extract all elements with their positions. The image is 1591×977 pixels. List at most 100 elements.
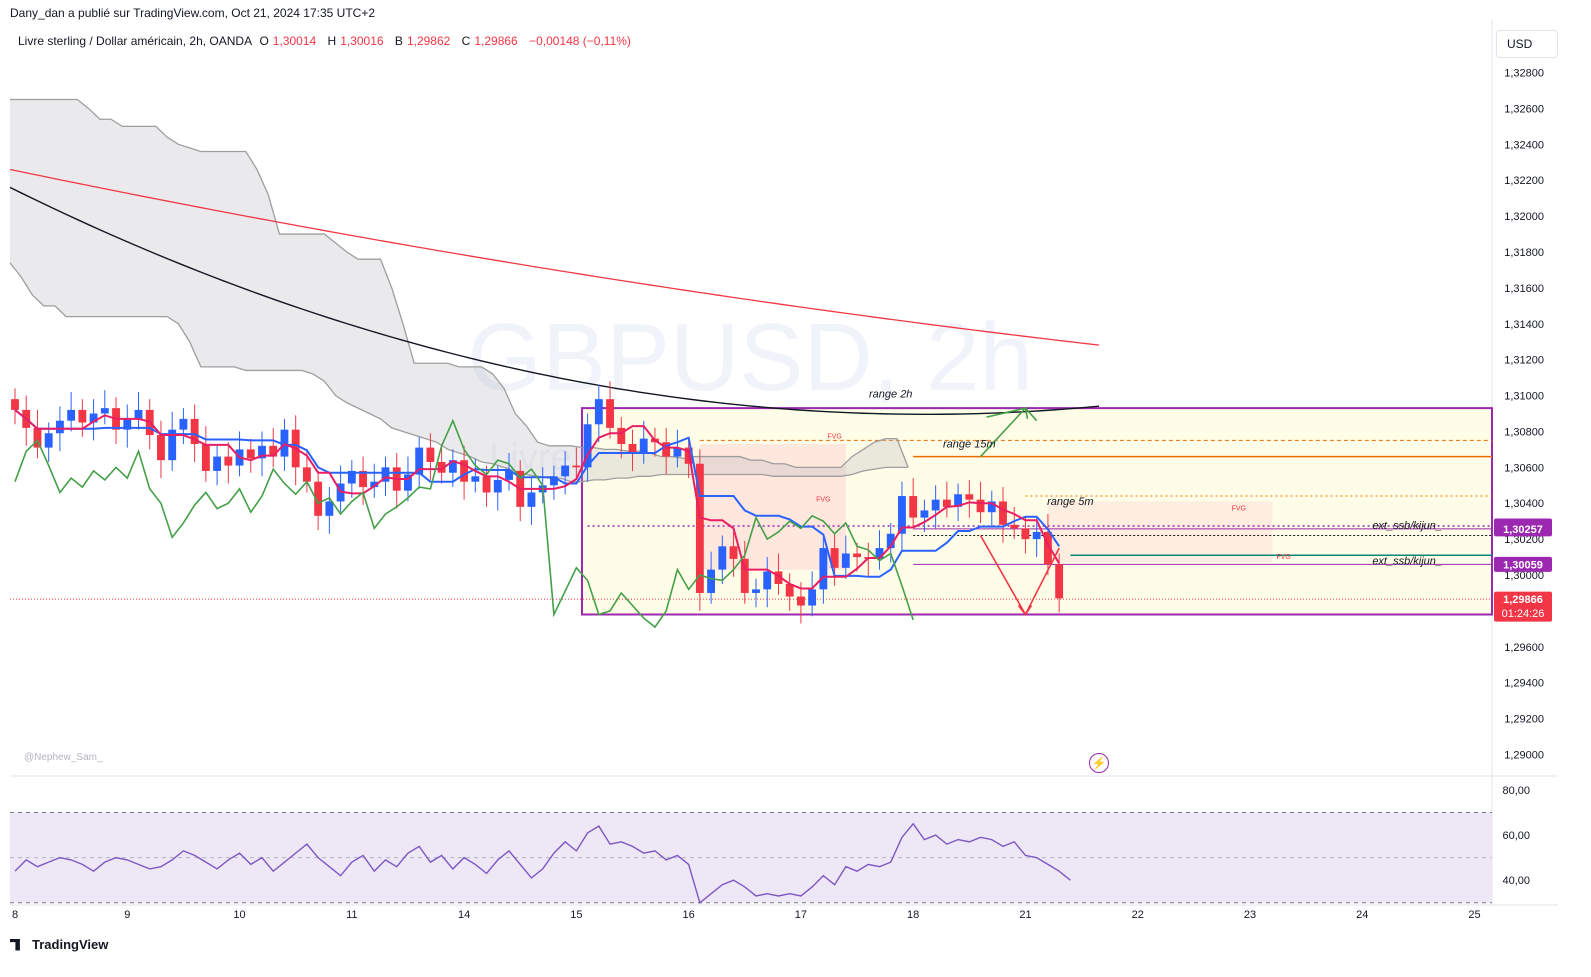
candle-body[interactable] xyxy=(505,470,513,480)
rsi-line xyxy=(14,822,1071,904)
lightning-icon[interactable]: ⚡ xyxy=(1089,753,1109,773)
candle-body[interactable] xyxy=(987,501,996,513)
candle-body[interactable] xyxy=(44,433,53,448)
candle-body[interactable] xyxy=(931,499,940,511)
candle-body[interactable] xyxy=(460,460,469,482)
candle-body[interactable] xyxy=(415,447,424,475)
candle-body[interactable] xyxy=(606,399,614,428)
time-tick-label: 16 xyxy=(683,909,695,921)
candle-body[interactable] xyxy=(370,481,379,488)
candle-body[interactable] xyxy=(1055,564,1064,599)
candle-body[interactable] xyxy=(830,548,839,568)
candle-body[interactable] xyxy=(909,496,918,518)
candle-body[interactable] xyxy=(258,445,266,459)
candle-body[interactable] xyxy=(314,481,323,516)
candle-body[interactable] xyxy=(819,548,828,590)
candle-body[interactable] xyxy=(123,418,132,430)
candle-body[interactable] xyxy=(347,470,356,484)
candle-body[interactable] xyxy=(168,429,177,461)
sma-black-line xyxy=(9,186,1100,416)
candle-body[interactable] xyxy=(381,467,390,482)
candle-body[interactable] xyxy=(224,456,233,466)
candle-body[interactable] xyxy=(11,399,19,410)
candle-body[interactable] xyxy=(572,465,581,468)
candle-body[interactable] xyxy=(639,438,648,453)
candle-body[interactable] xyxy=(796,596,805,606)
candle-body[interactable] xyxy=(718,546,727,570)
candle-body[interactable] xyxy=(190,418,199,445)
candle-body[interactable] xyxy=(448,460,457,473)
candle-body[interactable] xyxy=(134,409,143,419)
candle-body[interactable] xyxy=(549,476,558,486)
candle-body[interactable] xyxy=(841,553,850,568)
candle-body[interactable] xyxy=(246,449,255,459)
time-tick-label: 25 xyxy=(1468,909,1480,921)
candle-body[interactable] xyxy=(157,435,165,461)
candle-body[interactable] xyxy=(628,444,637,453)
candle-body[interactable] xyxy=(886,533,895,549)
candle-body[interactable] xyxy=(853,553,861,558)
candle-body[interactable] xyxy=(269,445,278,457)
drawing-label: range 15m xyxy=(943,439,996,451)
candle-body[interactable] xyxy=(662,442,671,457)
candle-body[interactable] xyxy=(482,476,491,493)
candle-body[interactable] xyxy=(763,571,772,590)
candle-body[interactable] xyxy=(752,589,760,593)
candle-body[interactable] xyxy=(55,420,64,434)
candle-body[interactable] xyxy=(774,571,783,584)
candle-body[interactable] xyxy=(78,409,87,423)
currency-button[interactable]: USD xyxy=(1496,30,1558,58)
candle-body[interactable] xyxy=(999,501,1007,525)
candle-body[interactable] xyxy=(1043,531,1052,565)
candle-body[interactable] xyxy=(942,499,951,507)
time-tick-label: 15 xyxy=(570,909,582,921)
pair-name[interactable]: Livre sterling / Dollar américain, 2h, O… xyxy=(18,34,253,48)
candle-body[interactable] xyxy=(617,427,626,445)
candle-body[interactable] xyxy=(1032,531,1041,540)
candle-body[interactable] xyxy=(920,510,929,518)
price-tick-label: 1,32600 xyxy=(1504,103,1544,115)
candle-body[interactable] xyxy=(179,418,188,430)
candle-body[interactable] xyxy=(426,447,435,462)
candle-body[interactable] xyxy=(740,558,749,593)
candle-body[interactable] xyxy=(325,501,334,516)
candle-body[interactable] xyxy=(808,589,817,606)
price-badge-bg xyxy=(1494,591,1552,622)
price-badge[interactable]: 1,30257 xyxy=(1494,521,1552,537)
candle-body[interactable] xyxy=(1021,528,1030,540)
candle-body[interactable] xyxy=(201,444,210,471)
candle-body[interactable] xyxy=(359,470,367,488)
candle-body[interactable] xyxy=(493,479,502,493)
candle-body[interactable] xyxy=(695,463,704,593)
price-badge[interactable]: 1,30059 xyxy=(1494,556,1552,572)
candle-body[interactable] xyxy=(437,461,446,473)
candle-body[interactable] xyxy=(67,409,76,421)
candle-body[interactable] xyxy=(965,494,974,500)
candle-body[interactable] xyxy=(976,499,985,513)
candle-body[interactable] xyxy=(89,413,98,423)
candle-body[interactable] xyxy=(875,548,884,559)
tradingview-logo[interactable]: TradingView xyxy=(10,937,108,952)
candle-body[interactable] xyxy=(954,494,963,507)
candle-body[interactable] xyxy=(302,467,311,482)
candle-body[interactable] xyxy=(785,583,794,597)
candle-body[interactable] xyxy=(594,399,603,425)
candle-body[interactable] xyxy=(898,496,906,534)
candle-body[interactable] xyxy=(673,447,682,457)
price-tick-label: 1,29200 xyxy=(1504,714,1544,726)
candle-body[interactable] xyxy=(213,456,222,471)
candle-body[interactable] xyxy=(583,424,592,468)
candle-body[interactable] xyxy=(561,465,570,477)
candle-body[interactable] xyxy=(527,492,536,507)
candle-body[interactable] xyxy=(1010,524,1019,529)
candle-body[interactable] xyxy=(471,476,480,482)
price-badge-label: 1,30257 xyxy=(1503,524,1543,536)
price-badge[interactable]: 1,29866 01:24:26 xyxy=(1494,591,1552,622)
candle-body[interactable] xyxy=(100,408,109,414)
rsi-tick-label: 80,00 xyxy=(1502,785,1530,797)
candle-body[interactable] xyxy=(33,427,42,448)
candle-body[interactable] xyxy=(707,569,716,593)
candle-body[interactable] xyxy=(404,474,412,491)
candle-body[interactable] xyxy=(729,546,738,559)
